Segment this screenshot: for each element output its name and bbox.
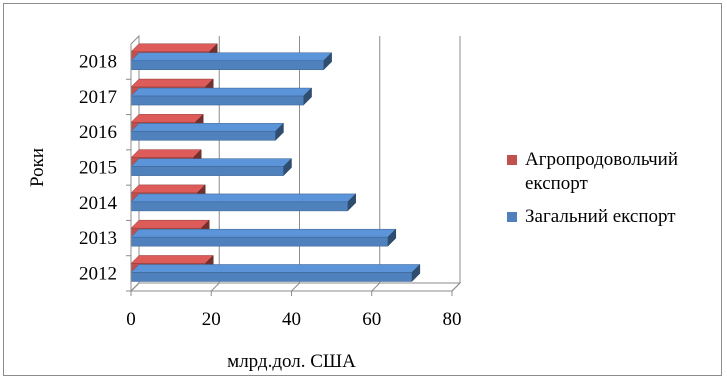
bar-top-face (130, 52, 333, 62)
bar-top-face (130, 219, 210, 229)
bar (130, 272, 413, 282)
bar (130, 201, 348, 212)
floor-gridline (451, 282, 461, 292)
bar-top-face (130, 149, 202, 158)
bar-top-face (130, 228, 397, 238)
chart-frame: 0 20 40 60 80 2012 2013 2014 2015 2016 2017 2018 м… (3, 3, 722, 376)
y-tick-label: 2015 (79, 158, 117, 179)
legend-item: Агропродовольчий експорт (507, 149, 678, 194)
legend-swatch (507, 155, 517, 165)
x-tick-label: 60 (362, 309, 381, 330)
bar-top-face (130, 123, 285, 132)
bar-top-face (130, 78, 214, 88)
bar (130, 166, 284, 176)
y-tick-label: 2018 (79, 52, 117, 73)
bar-top-face (130, 184, 206, 194)
bar-chart: 0 20 40 60 80 2012 2013 2014 2015 2016 2017 2018 м… (27, 34, 678, 372)
legend-label: Загальний експорт (525, 206, 676, 227)
bar-top-face (130, 193, 357, 203)
bars (130, 43, 421, 283)
y-tick-label: 2012 (79, 263, 117, 284)
bar-top-face (130, 87, 313, 97)
bar (130, 95, 304, 106)
bar (130, 236, 389, 247)
x-axis-title: млрд.дол. США (227, 351, 356, 372)
x-tick-label: 40 (282, 309, 301, 330)
bar-top-face (130, 158, 293, 167)
legend-label: експорт (525, 173, 589, 194)
y-tick-label: 2016 (79, 122, 117, 143)
bar (130, 131, 276, 141)
x-tick-labels: 0 20 40 60 80 (126, 291, 462, 330)
y-tick-label: 2013 (79, 228, 117, 249)
bar-top-face (130, 43, 218, 53)
floor-gridline (291, 282, 300, 292)
y-axis-title: Роки (27, 148, 48, 187)
y-tick-label: 2014 (79, 193, 118, 214)
y-tick-labels: 2012 2013 2014 2015 2016 2017 2018 (79, 52, 131, 292)
x-tick-label: 20 (202, 309, 221, 330)
bar-top-face (130, 264, 421, 273)
legend-item: Загальний експорт (507, 206, 676, 227)
bar (130, 60, 324, 71)
bar-top-face (130, 255, 214, 264)
floor-gridline (130, 282, 140, 292)
legend-label: Агропродовольчий (525, 149, 678, 170)
x-tick-label: 0 (126, 309, 136, 330)
legend-swatch (507, 212, 517, 222)
bar-top-face (130, 114, 204, 123)
x-tick-label: 80 (443, 309, 462, 330)
floor-gridline (210, 282, 220, 292)
legend: Агропродовольчий експорт Загальний експорт (507, 149, 678, 227)
y-tick-label: 2017 (79, 87, 117, 108)
floor-gridline (371, 282, 381, 292)
